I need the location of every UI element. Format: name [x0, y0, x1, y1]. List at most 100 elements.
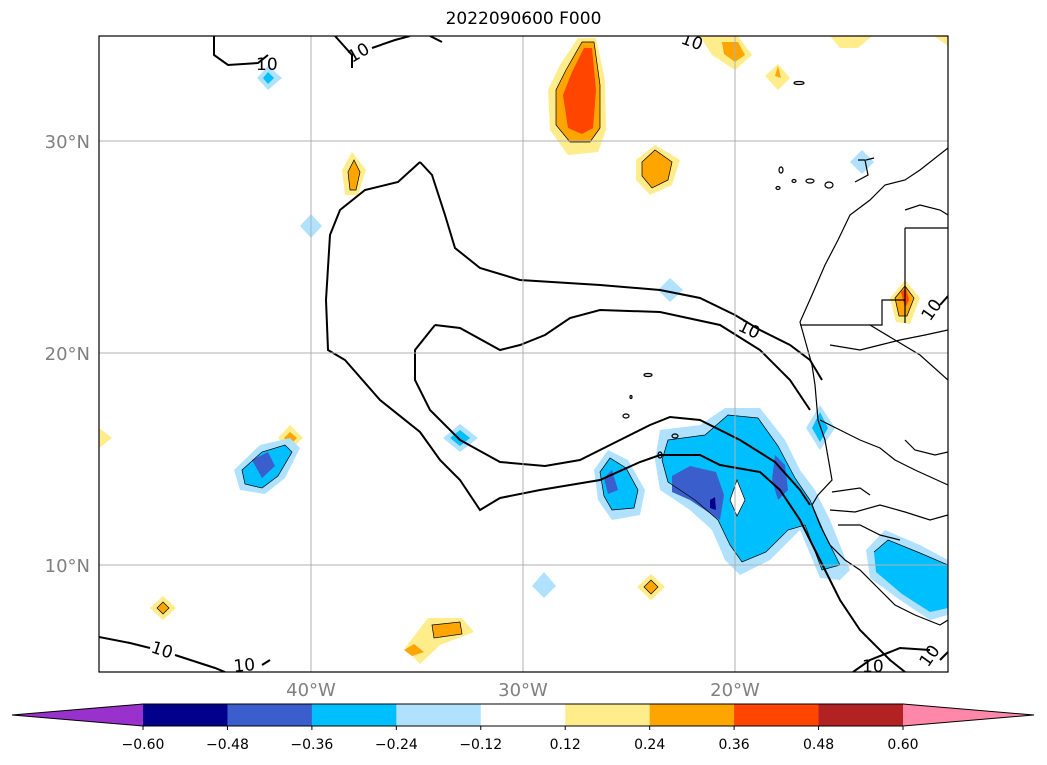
anomaly-patch [532, 572, 556, 598]
island [643, 372, 653, 378]
anomaly-patch [348, 160, 360, 190]
contour-line [419, 161, 823, 381]
contour-line [852, 646, 931, 672]
coastline [799, 147, 948, 626]
colorbar-swatch [480, 704, 566, 726]
anomaly-patch [772, 455, 788, 500]
anomaly-patch [263, 72, 274, 84]
colorbar-swatch [143, 704, 228, 726]
coastline [800, 299, 905, 326]
coastline [829, 329, 948, 351]
thin-contour [599, 457, 639, 511]
anomaly-patch [934, 36, 948, 46]
coastline [904, 439, 948, 456]
colorbar-swatch [649, 704, 735, 726]
anomaly-patch [404, 644, 424, 656]
colorbar-swatch [12, 704, 143, 726]
colorbar-swatch [396, 704, 482, 726]
lat-label: 30°N [45, 132, 90, 153]
colorbar-swatch [903, 704, 1034, 726]
contour-line [261, 659, 271, 666]
lat-label: 20°N [45, 344, 90, 365]
anomaly-patch [765, 64, 790, 90]
anomaly-patch [874, 540, 948, 612]
anomaly-patch [850, 150, 874, 174]
colorbar-tick-label: −0.48 [206, 737, 249, 753]
colorbar-tick-label: 0.60 [887, 737, 918, 753]
colorbar-tick-label: −0.12 [459, 737, 502, 753]
island [629, 394, 633, 400]
island [657, 451, 663, 459]
anomaly-patch [722, 42, 745, 62]
island [824, 181, 834, 189]
lat-label: 10°N [45, 556, 90, 577]
map-title: 2022090600 F000 [445, 9, 602, 29]
colorbar-ticks: −0.60 −0.48 −0.36 −0.24 −0.12 0.12 0.24 0.36 0.4… [122, 726, 919, 753]
gridlines [99, 36, 948, 672]
contour-line [99, 636, 151, 649]
anomaly-patch [710, 497, 716, 510]
contour-line [939, 651, 948, 661]
thin-contour [431, 621, 463, 639]
coastlines [799, 147, 948, 626]
coastline [831, 487, 871, 496]
anomaly-patch [563, 48, 596, 134]
island [865, 157, 875, 161]
island [671, 433, 679, 439]
contour-line [371, 36, 411, 49]
coastline [829, 504, 948, 521]
island [775, 185, 781, 191]
thin-contour [641, 149, 673, 189]
contour-line [434, 308, 811, 411]
colorbar-swatch [818, 704, 904, 726]
thin-contour [894, 285, 915, 317]
contour-label: 10 [256, 55, 278, 75]
anomaly-patch [775, 66, 781, 78]
thin-contour [347, 159, 361, 191]
colorbar-swatch [734, 704, 820, 726]
colorbar-tick-label: 0.12 [550, 737, 581, 753]
lon-label: 40°W [286, 680, 336, 701]
map-frame [98, 35, 949, 673]
contour-line [174, 654, 226, 672]
anomaly-patch [658, 278, 683, 302]
contour-line [213, 36, 269, 67]
contour-line [414, 324, 811, 506]
lon-label: 20°W [710, 680, 760, 701]
island [793, 80, 805, 86]
islands [622, 80, 875, 459]
anomaly-patch [600, 458, 638, 510]
contour-line [334, 36, 353, 68]
thin-contour [643, 579, 659, 595]
contour-label: 10 [862, 657, 884, 677]
anomaly-patch [99, 428, 112, 448]
anomaly-patch [642, 150, 672, 188]
contour-label: 10 [233, 655, 256, 677]
colorbar-tick-label: 0.24 [634, 737, 665, 753]
island [854, 159, 869, 183]
colorbar [11, 703, 1035, 727]
colorbar-swatch [311, 704, 397, 726]
colorbar-swatch [565, 704, 651, 726]
coastline [819, 419, 948, 486]
colorbar-tick-label: 0.48 [803, 737, 834, 753]
colorbar-tick-label: −0.24 [375, 737, 418, 753]
negative-anomaly-patches [234, 66, 948, 620]
anomaly-patch [252, 452, 275, 478]
map-area: 10 10 10 10 10 10 10 10 10 [99, 36, 948, 677]
island [805, 178, 815, 184]
thin-contour [873, 539, 948, 566]
island [622, 413, 630, 419]
coastline [869, 324, 948, 381]
colorbar-swatch [227, 704, 313, 726]
coastline [904, 204, 948, 216]
lon-label: 30°W [498, 680, 548, 701]
anomaly-patch [830, 36, 872, 48]
anomaly-patch [662, 415, 840, 570]
coastline [838, 524, 901, 541]
contour-line [429, 36, 443, 43]
thin-contour [241, 444, 293, 489]
contour-line [939, 295, 948, 306]
contour-line [324, 161, 906, 672]
